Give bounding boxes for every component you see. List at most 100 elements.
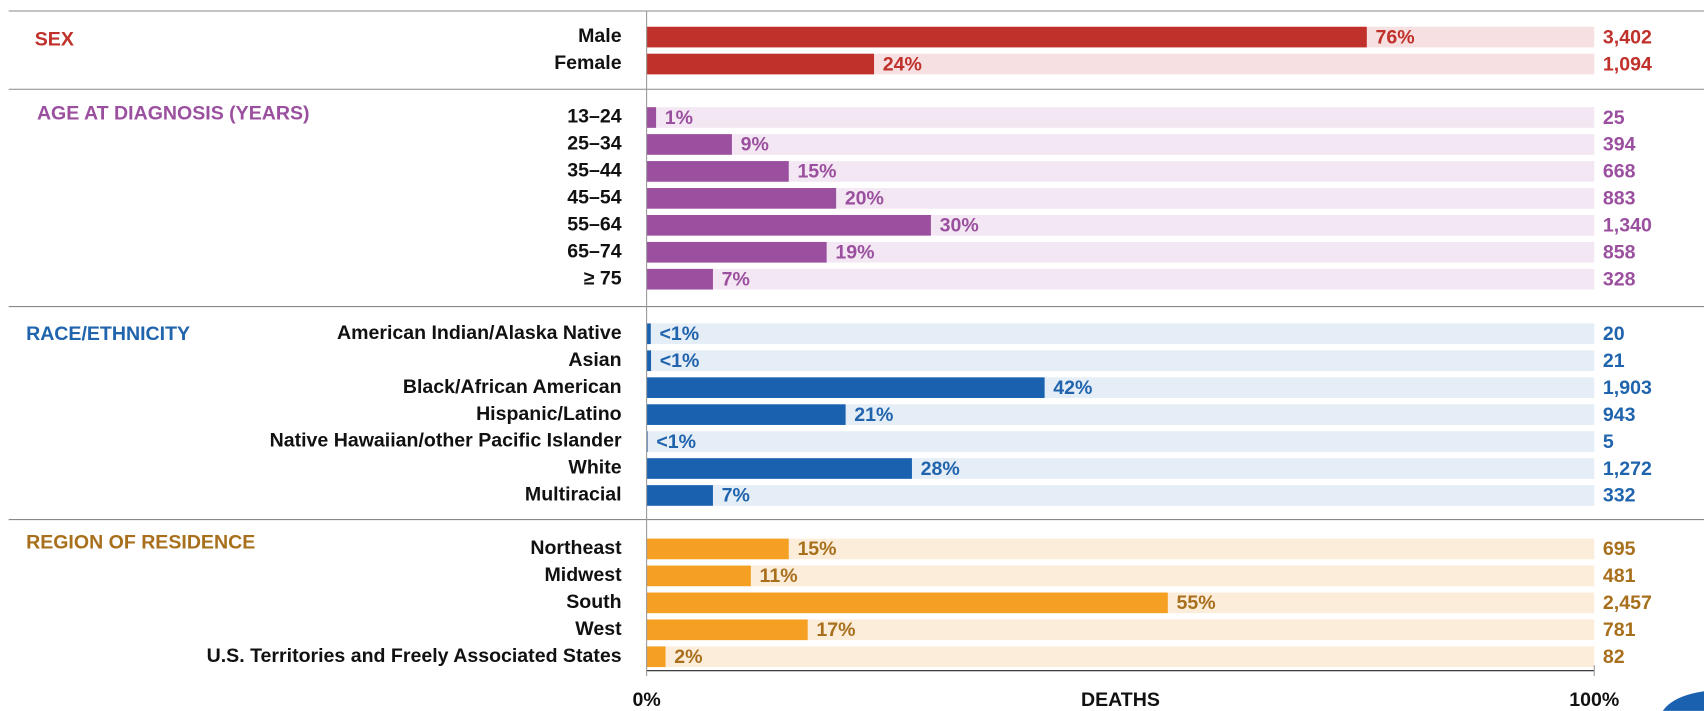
count-label: 481 xyxy=(1603,565,1636,587)
value-label: 7% xyxy=(722,485,750,507)
bar xyxy=(646,619,808,641)
count-label: 5 xyxy=(1603,431,1614,453)
category-label: Multiracial xyxy=(525,484,622,506)
bar-track xyxy=(646,538,1595,560)
count-label: 1,272 xyxy=(1603,458,1652,480)
value-label: 9% xyxy=(741,134,769,156)
value-label: 11% xyxy=(760,565,798,587)
count-label: 2,457 xyxy=(1603,592,1652,614)
category-label: ≥ 75 xyxy=(584,267,622,289)
category-label: U.S. Territories and Freely Associated S… xyxy=(207,645,622,667)
bar xyxy=(646,241,827,263)
value-label: 76% xyxy=(1376,26,1415,48)
value-label: <1% xyxy=(659,323,699,345)
count-label: 3,402 xyxy=(1603,26,1652,48)
bar xyxy=(646,214,931,236)
bar-track xyxy=(646,350,1595,372)
value-label: <1% xyxy=(656,431,696,453)
bar-track xyxy=(646,431,1595,452)
bar-track xyxy=(646,323,1595,345)
category-label: Female xyxy=(554,52,621,74)
category-label: 45–54 xyxy=(567,187,621,209)
bar xyxy=(646,268,713,290)
value-label: 21% xyxy=(854,404,893,426)
category-label: 55–64 xyxy=(567,213,621,235)
value-label: 55% xyxy=(1176,592,1215,614)
count-label: 1,094 xyxy=(1603,53,1652,75)
category-label: White xyxy=(568,457,621,479)
bar xyxy=(646,485,713,506)
category-label: Native Hawaiian/other Pacific Islander xyxy=(270,430,622,452)
category-label: South xyxy=(566,591,621,613)
bar xyxy=(646,26,1367,48)
category-label: Hispanic/Latino xyxy=(476,403,622,425)
value-label: 15% xyxy=(797,538,836,560)
count-label: 82 xyxy=(1603,646,1625,668)
count-label: 883 xyxy=(1603,188,1636,210)
count-label: 25 xyxy=(1603,107,1625,129)
count-label: 328 xyxy=(1603,268,1636,290)
value-label: 42% xyxy=(1053,377,1092,399)
category-label: Northeast xyxy=(530,537,622,559)
x-tick-label: 100% xyxy=(1569,689,1619,711)
count-label: 1,903 xyxy=(1603,377,1652,399)
value-label: <1% xyxy=(660,350,700,372)
bar-track xyxy=(646,188,1595,209)
value-label: 2% xyxy=(674,646,702,668)
count-label: 394 xyxy=(1603,134,1636,156)
value-label: 19% xyxy=(835,242,874,264)
logo xyxy=(1662,691,1704,711)
bar-track xyxy=(646,646,1595,668)
bar xyxy=(646,538,789,560)
value-label: 30% xyxy=(940,215,979,237)
value-label: 20% xyxy=(845,188,884,210)
value-label: 17% xyxy=(816,619,855,641)
bar-track xyxy=(646,619,1595,641)
category-label: Male xyxy=(578,25,622,47)
value-label: 1% xyxy=(665,107,693,129)
bar xyxy=(646,565,751,587)
category-label: 13–24 xyxy=(567,106,621,128)
group-title: RACE/ETHNICITY xyxy=(26,323,190,345)
category-label: 25–34 xyxy=(567,133,621,155)
bar-track xyxy=(646,161,1595,182)
count-label: 695 xyxy=(1603,538,1636,560)
value-label: 15% xyxy=(797,161,836,183)
bar-track xyxy=(646,241,1595,263)
bar xyxy=(646,404,846,425)
bar xyxy=(646,53,875,75)
count-label: 21 xyxy=(1603,350,1625,372)
bar xyxy=(646,458,912,479)
group-title: AGE AT DIAGNOSIS (YEARS) xyxy=(37,102,310,124)
bar xyxy=(646,134,732,155)
bar xyxy=(646,161,789,182)
count-label: 858 xyxy=(1603,242,1636,264)
bar xyxy=(646,323,651,345)
group-title: REGION OF RESIDENCE xyxy=(26,532,255,554)
value-label: 24% xyxy=(883,53,922,75)
bar xyxy=(646,646,666,668)
bar-track xyxy=(646,107,1595,128)
value-label: 28% xyxy=(921,458,960,480)
category-label: Midwest xyxy=(545,564,623,586)
bar-track xyxy=(646,268,1595,290)
bar-track xyxy=(646,485,1595,506)
category-label: West xyxy=(575,618,622,640)
count-label: 20 xyxy=(1603,323,1625,345)
count-label: 332 xyxy=(1603,485,1636,507)
category-label: 65–74 xyxy=(567,240,621,262)
category-label: 35–44 xyxy=(567,160,621,182)
category-label: American Indian/Alaska Native xyxy=(337,322,622,344)
bar xyxy=(646,350,652,372)
bar xyxy=(646,592,1168,614)
bar xyxy=(646,107,657,128)
value-label: 7% xyxy=(722,268,750,290)
bar-track xyxy=(646,53,1595,75)
group-title: SEX xyxy=(35,29,74,51)
bar-track xyxy=(646,134,1595,155)
count-label: 943 xyxy=(1603,404,1636,426)
x-tick-label: 0% xyxy=(632,689,660,711)
count-label: 668 xyxy=(1603,161,1636,183)
category-label: Black/African American xyxy=(403,376,622,398)
